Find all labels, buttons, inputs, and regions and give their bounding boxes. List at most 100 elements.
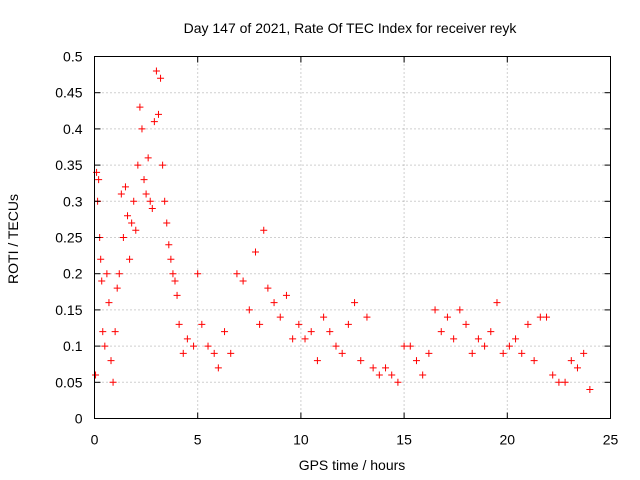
- data-point: [107, 357, 115, 365]
- data-point: [198, 320, 206, 328]
- data-point: [101, 342, 109, 350]
- data-point: [210, 349, 218, 357]
- data-point: [221, 328, 229, 336]
- data-point: [132, 226, 140, 234]
- data-point: [499, 349, 507, 357]
- y-tick-label: 0.05: [55, 374, 82, 390]
- data-points: [92, 67, 594, 394]
- data-point: [105, 299, 113, 307]
- data-point: [233, 270, 241, 278]
- x-tick-label: 25: [603, 432, 619, 448]
- data-point: [171, 277, 179, 285]
- data-point: [425, 349, 433, 357]
- x-axis-label: GPS time / hours: [299, 457, 406, 473]
- data-point: [301, 335, 309, 343]
- data-point: [561, 378, 569, 386]
- data-point: [183, 335, 191, 343]
- data-point: [295, 320, 303, 328]
- grid-lines: [94, 56, 611, 419]
- data-point: [239, 277, 247, 285]
- data-point: [144, 154, 152, 162]
- data-point: [456, 306, 464, 314]
- data-point: [344, 320, 352, 328]
- data-point: [505, 342, 513, 350]
- data-point: [412, 357, 420, 365]
- data-point: [251, 248, 259, 256]
- data-point: [214, 364, 222, 372]
- data-point: [103, 270, 111, 278]
- y-tick-label: 0: [75, 411, 83, 427]
- x-axis-ticks: 0 5 10 15 20 25: [91, 56, 619, 448]
- data-point: [351, 299, 359, 307]
- data-point: [264, 284, 272, 292]
- data-point: [130, 197, 138, 205]
- data-point: [113, 284, 121, 292]
- data-point: [270, 299, 278, 307]
- data-point: [126, 255, 134, 263]
- data-point: [468, 349, 476, 357]
- data-point: [95, 176, 103, 184]
- data-point: [179, 349, 187, 357]
- y-tick-label: 0.3: [63, 193, 83, 209]
- data-point: [124, 212, 132, 220]
- data-point: [146, 197, 154, 205]
- data-point: [394, 378, 402, 386]
- data-point: [549, 371, 557, 379]
- data-point: [157, 74, 165, 82]
- data-point: [338, 349, 346, 357]
- data-point: [363, 313, 371, 321]
- data-point: [543, 313, 551, 321]
- data-point: [204, 342, 212, 350]
- data-point: [586, 386, 594, 394]
- data-point: [175, 320, 183, 328]
- data-point: [167, 255, 175, 263]
- data-point: [406, 342, 414, 350]
- data-point: [99, 328, 107, 336]
- data-point: [98, 277, 106, 285]
- x-tick-label: 15: [396, 432, 412, 448]
- data-point: [119, 234, 127, 241]
- data-point: [462, 320, 470, 328]
- data-point: [530, 357, 538, 365]
- data-point: [159, 161, 167, 169]
- data-point: [142, 190, 150, 198]
- data-point: [536, 313, 544, 321]
- y-tick-label: 0.1: [63, 338, 83, 354]
- data-point: [332, 342, 340, 350]
- data-point: [97, 255, 105, 263]
- data-point: [227, 349, 235, 357]
- data-point: [313, 357, 321, 365]
- data-point: [326, 328, 334, 336]
- data-point: [419, 371, 427, 379]
- x-tick-label: 20: [500, 432, 516, 448]
- data-point: [169, 270, 177, 278]
- data-point: [474, 335, 482, 343]
- data-point: [140, 176, 148, 184]
- data-point: [369, 364, 377, 372]
- y-axis-label: ROTI / TECUs: [5, 194, 21, 284]
- y-tick-label: 0.45: [55, 85, 82, 101]
- data-point: [580, 349, 588, 357]
- data-point: [443, 313, 451, 321]
- y-tick-label: 0.25: [55, 230, 82, 246]
- data-point: [518, 349, 526, 357]
- y-tick-label: 0.5: [63, 49, 83, 65]
- data-point: [161, 197, 169, 205]
- data-point: [282, 291, 290, 299]
- chart-title: Day 147 of 2021, Rate Of TEC Index for r…: [184, 20, 518, 36]
- data-point: [260, 226, 268, 234]
- data-point: [150, 118, 158, 126]
- data-point: [450, 335, 458, 343]
- data-point: [138, 125, 146, 133]
- data-point: [136, 103, 144, 111]
- data-point: [165, 241, 173, 249]
- data-point: [555, 378, 563, 386]
- data-point: [524, 320, 532, 328]
- data-point: [431, 306, 439, 314]
- data-point: [573, 364, 581, 372]
- y-tick-label: 0.4: [63, 121, 83, 137]
- data-point: [357, 357, 365, 365]
- data-point: [567, 357, 575, 365]
- data-point: [388, 371, 396, 379]
